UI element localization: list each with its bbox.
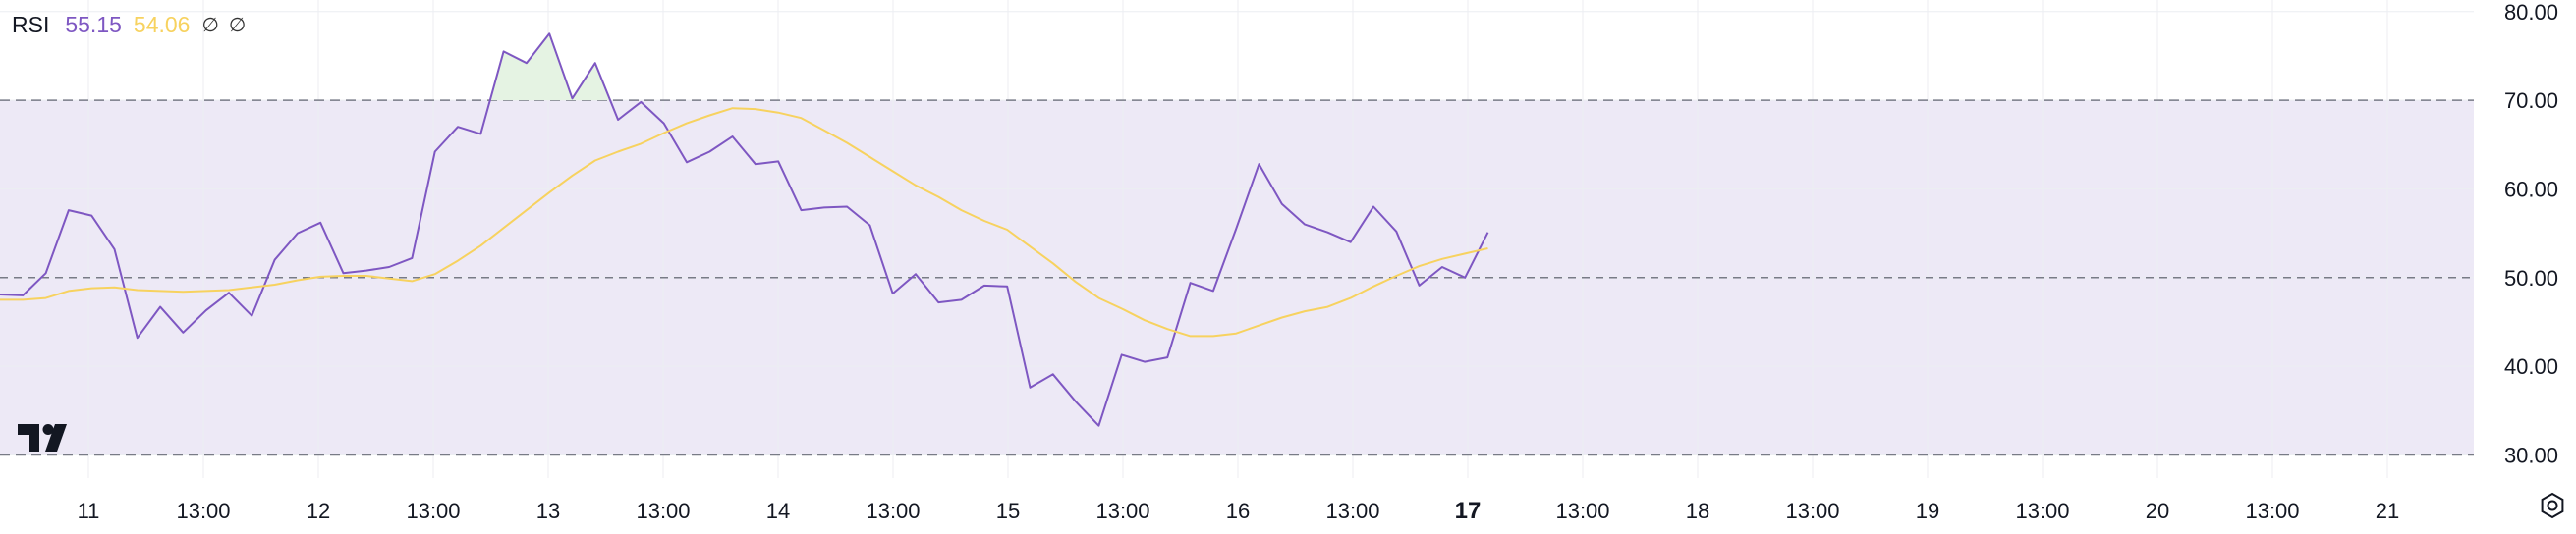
x-tick-label: 19 — [1916, 499, 1939, 523]
y-tick-label: 80.00 — [2504, 0, 2558, 25]
x-tick-label: 13:00 — [2015, 499, 2069, 523]
x-tick-label: 13:00 — [1785, 499, 1839, 523]
x-tick-label: 12 — [307, 499, 330, 523]
rsi-line — [0, 32, 1489, 427]
x-tick-label: 13:00 — [176, 499, 230, 523]
y-tick-label: 60.00 — [2504, 177, 2558, 201]
na-value-2: ∅ — [228, 15, 247, 36]
x-tick-label: 13:00 — [2245, 499, 2299, 523]
x-tick-label: 13:00 — [1095, 499, 1149, 523]
ma-value: 54.06 — [133, 12, 191, 37]
indicator-name: RSI — [12, 12, 50, 37]
x-tick-label: 16 — [1226, 499, 1250, 523]
x-tick-label: 13 — [536, 499, 560, 523]
y-tick-label: 50.00 — [2504, 266, 2558, 291]
indicator-legend[interactable]: RSI 55.15 54.06 ∅ ∅ — [12, 12, 255, 38]
x-tick-label: 13:00 — [636, 499, 690, 523]
na-value-1: ∅ — [201, 15, 219, 36]
gear-icon[interactable] — [2539, 492, 2566, 524]
overbought-fill — [489, 33, 611, 101]
rsi-value: 55.15 — [65, 12, 122, 37]
x-tick-label: 13:00 — [1325, 499, 1379, 523]
x-tick-label: 13:00 — [406, 499, 460, 523]
x-tick-label: 13:00 — [1555, 499, 1609, 523]
x-tick-label: 13:00 — [866, 499, 920, 523]
x-tick-label: 18 — [1686, 499, 1709, 523]
y-tick-label: 40.00 — [2504, 354, 2558, 379]
x-tick-label: 15 — [996, 499, 1020, 523]
tradingview-logo-icon[interactable] — [18, 424, 79, 456]
rsi-ma-line — [0, 107, 1488, 338]
x-tick-label: 20 — [2146, 499, 2169, 523]
x-tick-label: 17 — [1455, 498, 1482, 524]
x-tick-label: 21 — [2376, 499, 2399, 523]
y-tick-label: 30.00 — [2504, 444, 2558, 468]
y-tick-label: 70.00 — [2504, 88, 2558, 113]
x-tick-label: 11 — [78, 499, 100, 523]
x-tick-label: 14 — [766, 499, 790, 523]
